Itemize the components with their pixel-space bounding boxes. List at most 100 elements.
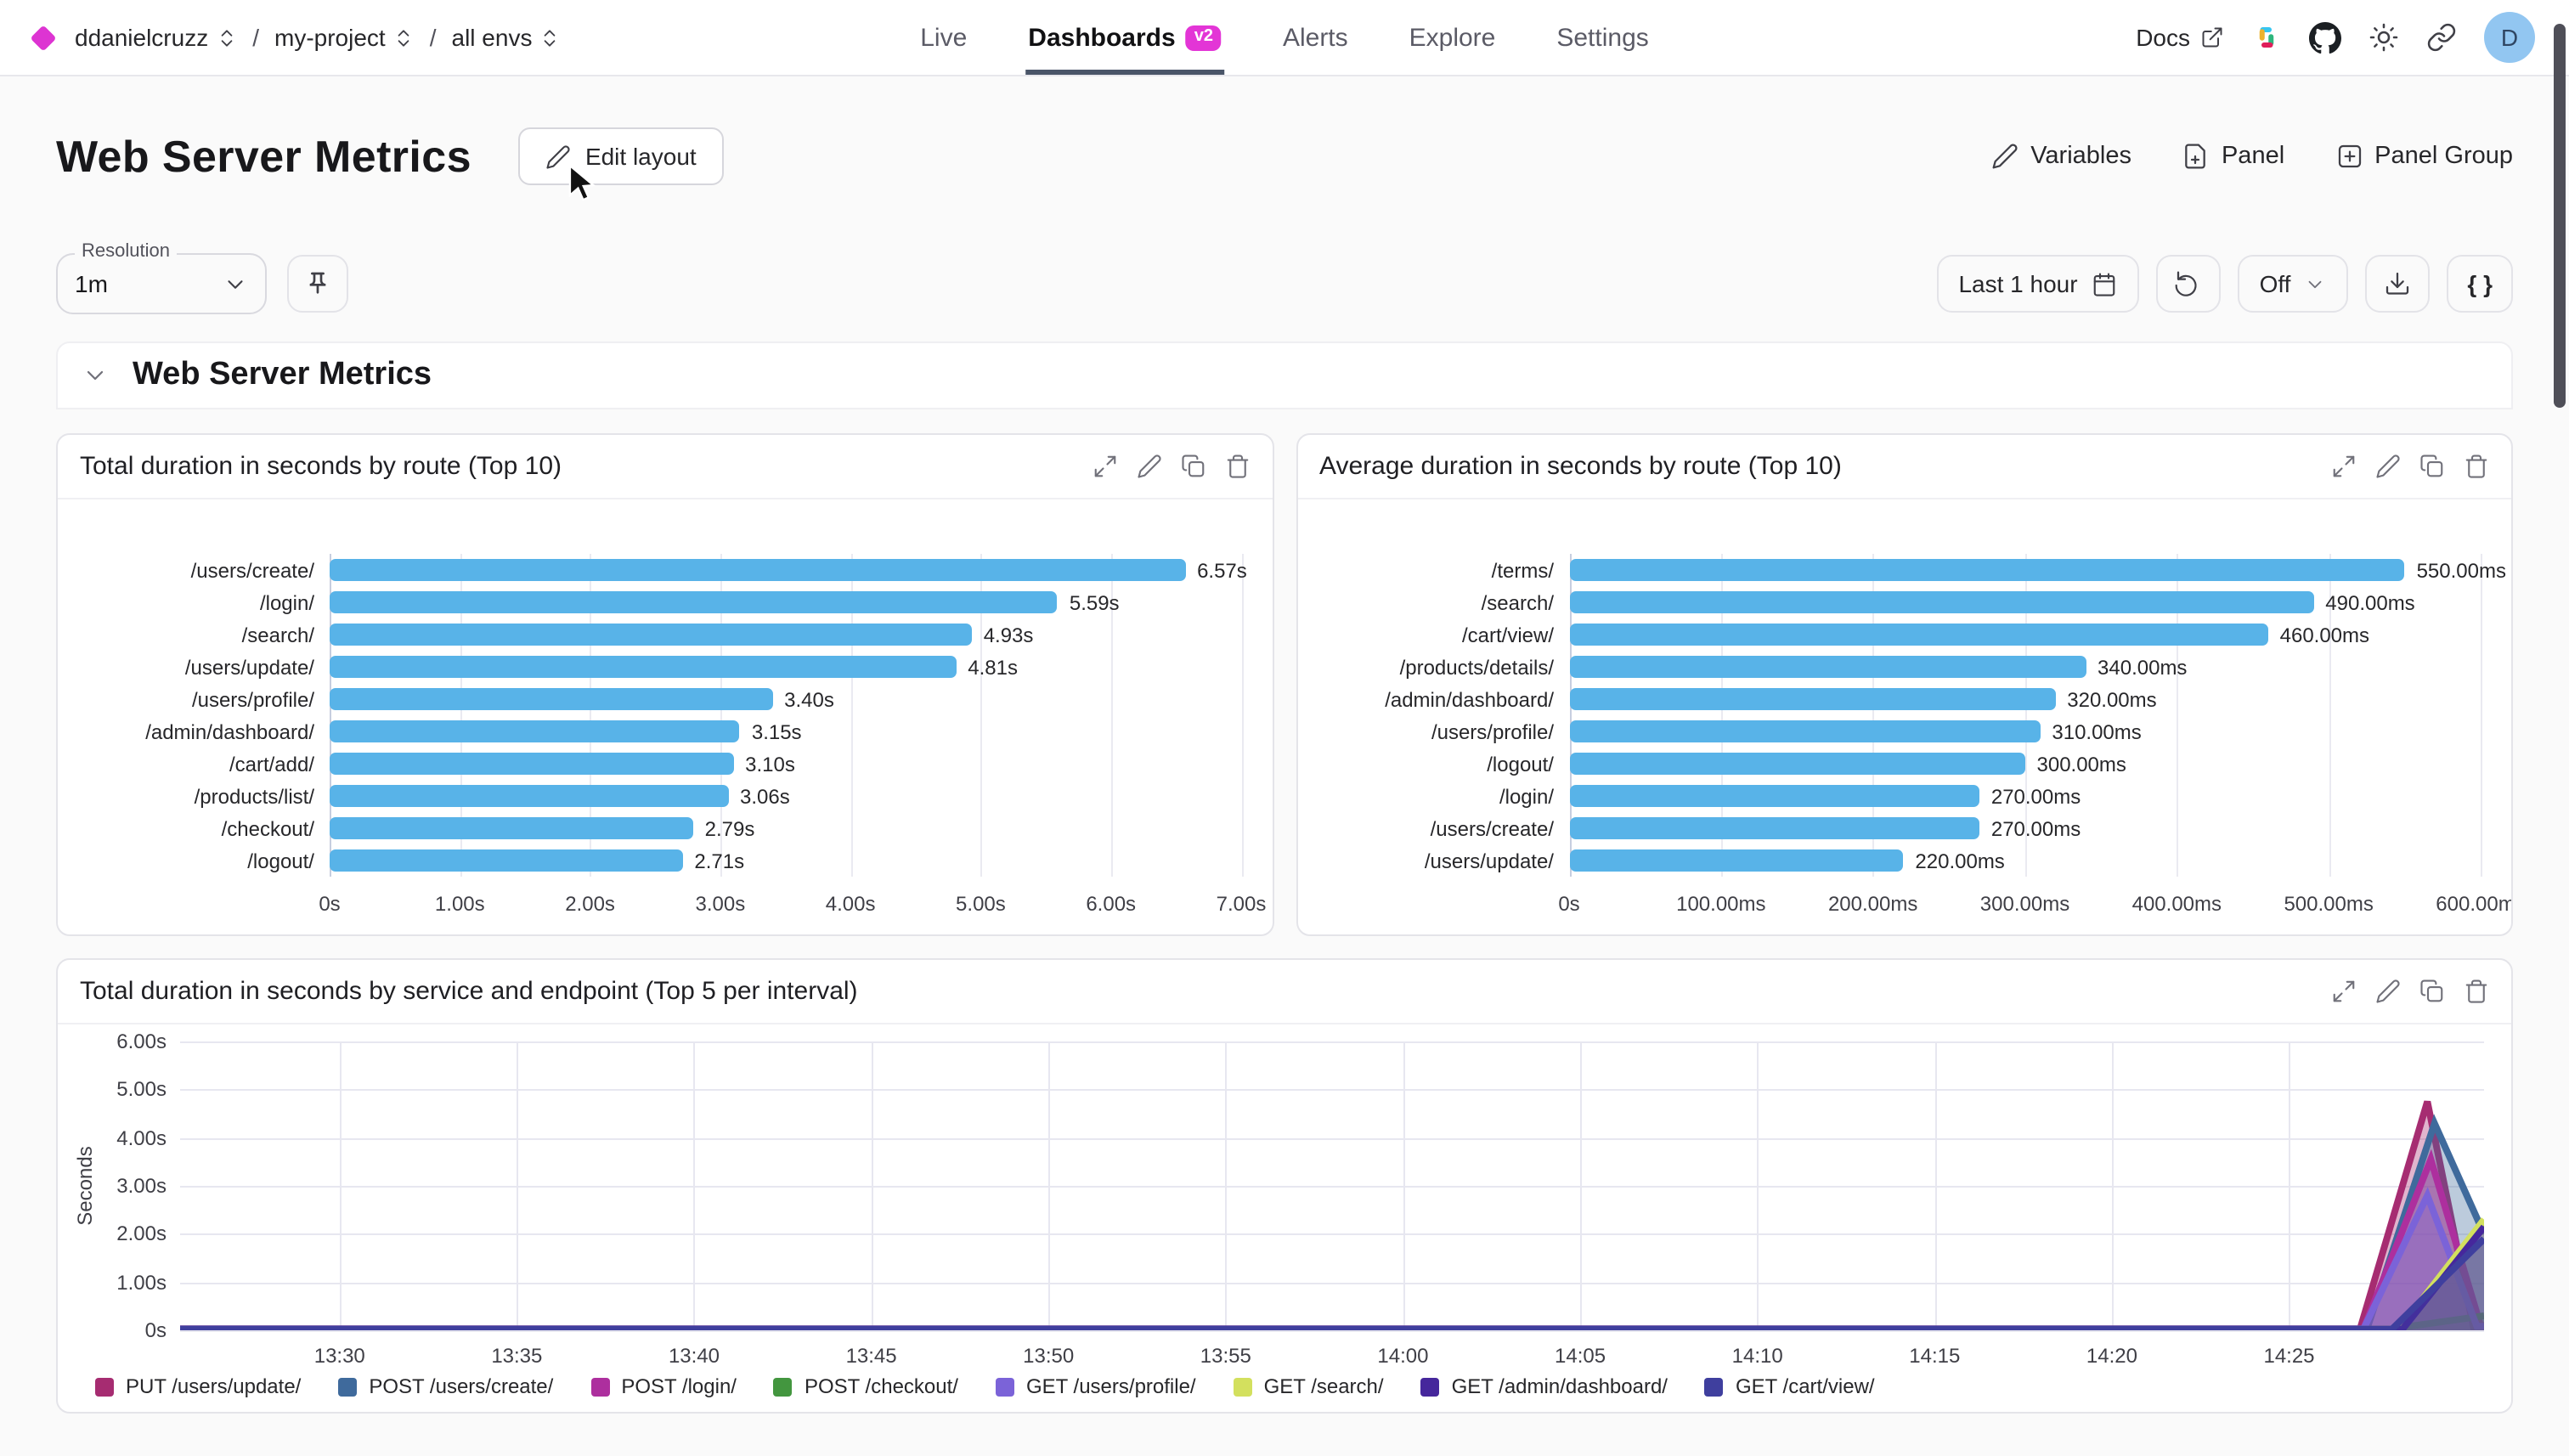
category-label: /cart/add/	[229, 752, 314, 776]
add-panel-button[interactable]: Panel	[2182, 143, 2284, 170]
bar[interactable]	[1569, 753, 2025, 775]
value-label: 5.59s	[1069, 590, 1120, 614]
bar[interactable]	[330, 817, 693, 839]
collapse-chevron-icon[interactable]	[82, 362, 109, 389]
bar[interactable]	[330, 753, 734, 775]
legend-label: PUT /users/update/	[126, 1374, 302, 1398]
resolution-select[interactable]: Resolution 1m	[56, 241, 267, 314]
panel-actions	[2331, 979, 2489, 1004]
bar-row: /users/profile/310.00ms	[1431, 715, 2481, 748]
edit-panel-icon[interactable]	[2375, 979, 2401, 1004]
bar[interactable]	[330, 559, 1186, 581]
bar[interactable]	[330, 624, 972, 646]
bar[interactable]	[330, 591, 1058, 613]
theme-toggle-sun-icon[interactable]	[2369, 22, 2399, 53]
download-button[interactable]	[2365, 255, 2431, 313]
variables-button[interactable]: Variables	[1991, 143, 2131, 170]
edit-panel-icon[interactable]	[1136, 454, 1161, 479]
expand-icon[interactable]	[2331, 979, 2357, 1004]
legend-item[interactable]: GET /admin/dashboard/	[1420, 1374, 1668, 1398]
json-code-button[interactable]: { }	[2447, 255, 2513, 313]
refresh-button[interactable]	[2155, 255, 2221, 313]
panel-header: Total duration in seconds by route (Top …	[58, 435, 1272, 499]
bar[interactable]	[1569, 785, 1979, 807]
legend-item[interactable]: PUT /users/update/	[95, 1374, 301, 1398]
legend-item[interactable]: GET /search/	[1233, 1374, 1384, 1398]
github-icon[interactable]	[2309, 21, 2341, 54]
bar-row: /login/270.00ms	[1499, 780, 2481, 812]
breadcrumb-project[interactable]: my-project	[274, 24, 415, 51]
legend-item[interactable]: GET /users/profile/	[995, 1374, 1196, 1398]
add-panel-group-button[interactable]: Panel Group	[2335, 143, 2513, 170]
value-label: 270.00ms	[1990, 816, 2081, 840]
x-tick-label: 14:15	[1909, 1344, 1961, 1368]
nav-tab-settings[interactable]: Settings	[1556, 0, 1648, 75]
share-link-icon[interactable]	[2426, 22, 2457, 53]
bar-row: /logout/300.00ms	[1487, 748, 2481, 780]
copy-panel-icon[interactable]	[2419, 979, 2445, 1004]
expand-icon[interactable]	[2331, 454, 2357, 479]
nav-tab-live[interactable]: Live	[920, 0, 967, 75]
legend-item[interactable]: GET /cart/view/	[1704, 1374, 1875, 1398]
breadcrumb-org[interactable]: ddanielcruzz	[75, 24, 237, 51]
nav-tab-dashboards[interactable]: Dashboards v2	[1025, 0, 1225, 75]
bar[interactable]	[330, 785, 729, 807]
edit-layout-button[interactable]: Edit layout	[518, 127, 724, 185]
bar[interactable]	[330, 720, 740, 742]
time-range-button[interactable]: Last 1 hour	[1936, 255, 2139, 313]
nav-tab-explore[interactable]: Explore	[1409, 0, 1496, 75]
slack-icon[interactable]	[2251, 22, 2282, 53]
panel-duration-by-service-endpoint: Total duration in seconds by service and…	[56, 958, 2513, 1414]
x-axis-ticks: 0s 100.00ms 200.00ms 300.00ms 400.00ms 500.00…	[1558, 877, 2511, 917]
bar[interactable]	[1569, 591, 2314, 613]
edit-panel-icon[interactable]	[2375, 454, 2401, 479]
legend-item[interactable]: POST /checkout/	[773, 1374, 958, 1398]
legend-item[interactable]: POST /users/create/	[338, 1374, 553, 1398]
expand-icon[interactable]	[1092, 454, 1117, 479]
copy-panel-icon[interactable]	[2419, 454, 2445, 479]
docs-link[interactable]: Docs	[2136, 24, 2224, 51]
vertical-scrollbar-thumb[interactable]	[2554, 24, 2566, 408]
bar[interactable]	[330, 688, 773, 710]
delete-panel-icon[interactable]	[2464, 454, 2489, 479]
pin-button[interactable]	[287, 255, 348, 313]
gridline	[1110, 554, 1113, 877]
category-label: /admin/dashboard/	[1385, 687, 1554, 711]
delete-panel-icon[interactable]	[2464, 979, 2489, 1004]
gridline	[180, 1089, 2484, 1092]
breadcrumb-env[interactable]: all envs	[452, 24, 562, 51]
bar[interactable]	[1569, 624, 2268, 646]
panel-actions	[1092, 454, 1250, 479]
page-content: Web Server Metrics Edit layout Variables…	[0, 127, 2569, 1414]
nav-tab-alerts[interactable]: Alerts	[1283, 0, 1348, 75]
bar[interactable]	[1569, 559, 2405, 581]
auto-refresh-select[interactable]: Off	[2237, 255, 2349, 313]
gridline	[180, 1041, 2484, 1043]
delete-panel-icon[interactable]	[1224, 454, 1250, 479]
copy-panel-icon[interactable]	[1180, 454, 1205, 479]
plot-area[interactable]	[180, 1041, 2484, 1332]
series-area	[180, 1219, 2484, 1330]
user-avatar[interactable]: D	[2484, 12, 2535, 63]
bar[interactable]	[1569, 817, 1979, 839]
value-label: 3.15s	[751, 720, 802, 743]
gridline	[850, 554, 853, 877]
bar[interactable]	[1569, 720, 2041, 742]
bar[interactable]	[1569, 849, 1904, 872]
bar-row: /products/list/3.06s	[195, 780, 1241, 812]
legend-item[interactable]: POST /login/	[590, 1374, 737, 1398]
bar[interactable]	[1569, 656, 2086, 678]
value-label: 4.81s	[968, 655, 1018, 679]
series-line	[180, 1195, 2484, 1329]
panel-group-label: Panel Group	[2374, 143, 2513, 170]
y-tick-label: 1.00s	[116, 1270, 167, 1295]
x-tick-label: 14:25	[2263, 1344, 2315, 1368]
bar[interactable]	[1569, 688, 2056, 710]
x-tick-label: 13:50	[1023, 1344, 1075, 1368]
bar[interactable]	[330, 656, 957, 678]
value-label: 220.00ms	[1915, 849, 2005, 872]
series-area	[180, 1239, 2484, 1330]
x-axis-ticks: 0s 1.00s 2.00s 3.00s 4.00s 5.00s 6.00s 7.00s	[319, 877, 1266, 917]
legend-swatch	[590, 1377, 610, 1396]
bar[interactable]	[330, 849, 683, 872]
